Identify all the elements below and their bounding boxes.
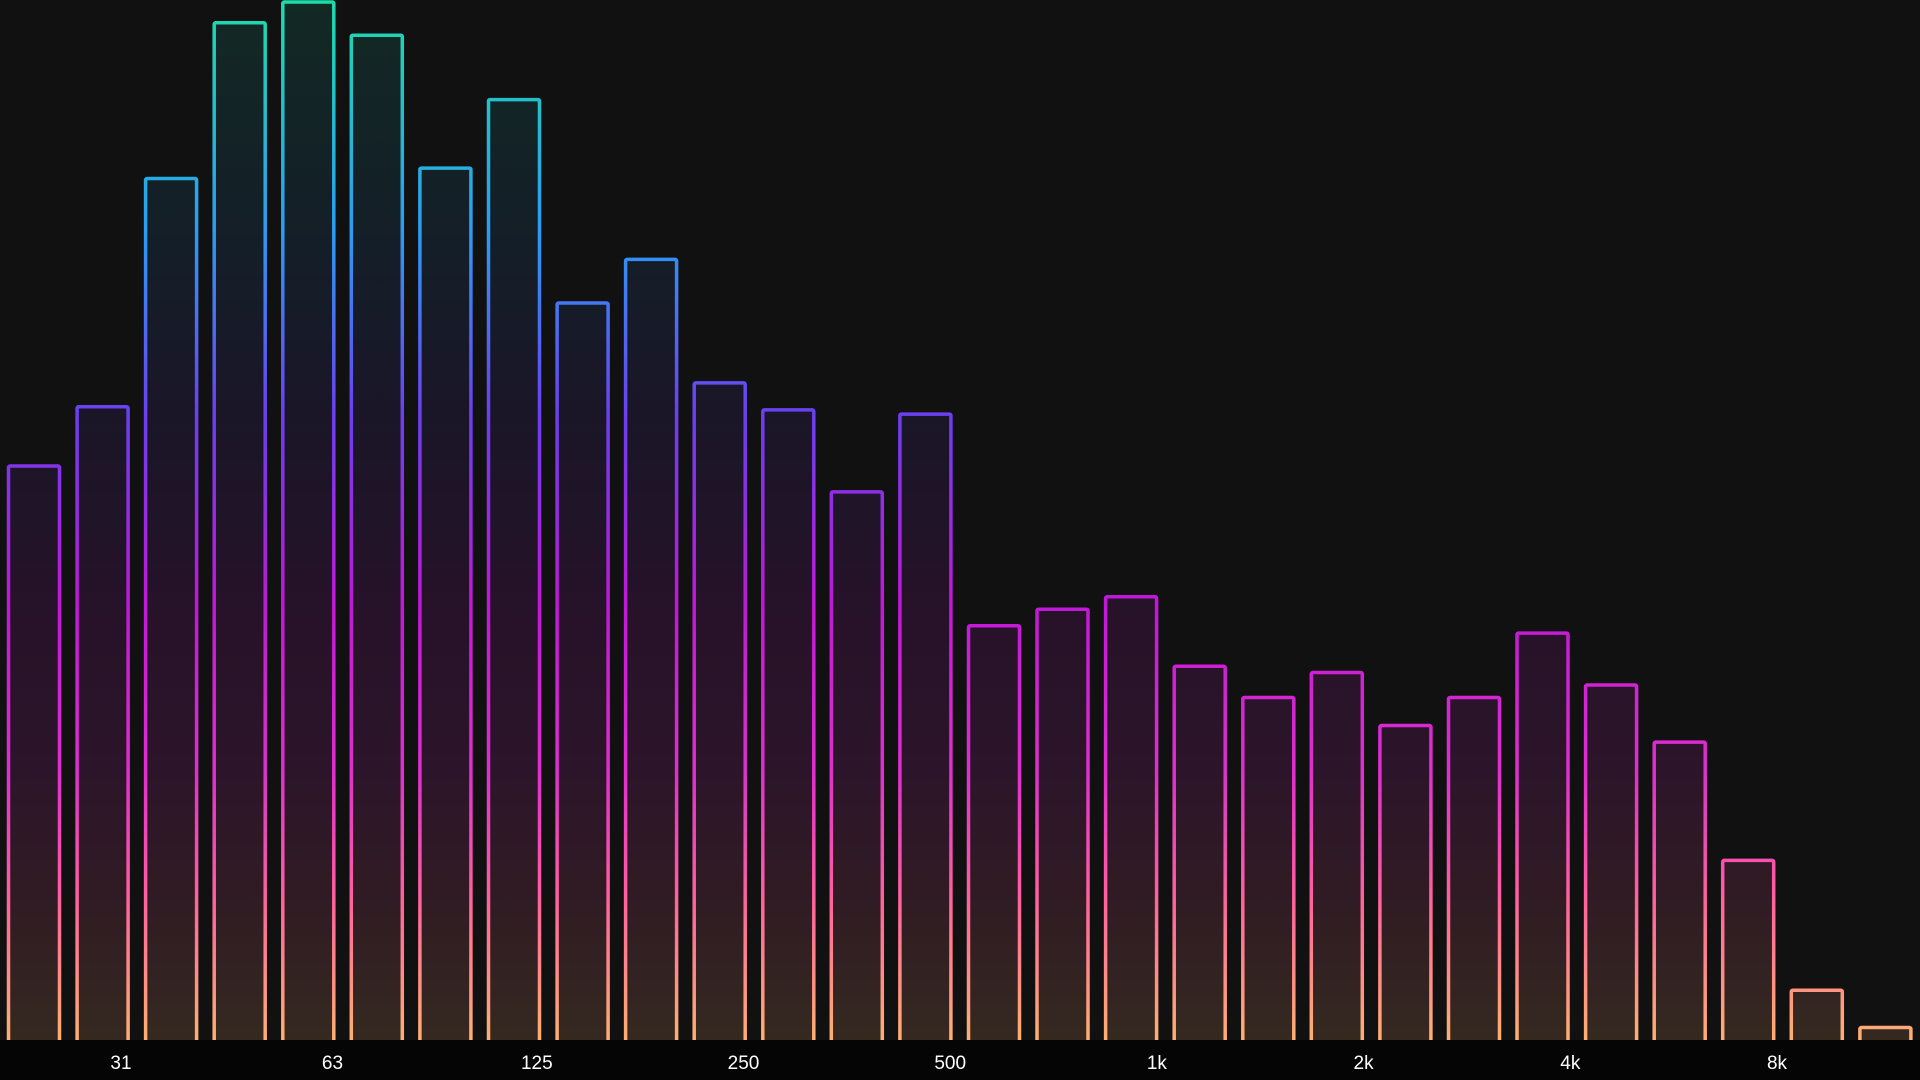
spectrum-bar (1583, 683, 1639, 1080)
spectrum-bar (75, 405, 130, 1080)
spectrum-bar (555, 301, 610, 1080)
spectrum-bar (1035, 607, 1090, 1080)
spectrum-bar (1378, 723, 1433, 1080)
spectrum-bar (6, 464, 62, 1080)
frequency-tick-label: 500 (934, 1053, 966, 1074)
spectrum-bar (143, 176, 199, 1080)
spectrum-bar (1720, 858, 1776, 1080)
frequency-tick-label: 1k (1147, 1053, 1168, 1074)
frequency-axis-bar (0, 1040, 1920, 1080)
spectrum-bar (1309, 670, 1365, 1080)
spectrum-bar (212, 21, 267, 1080)
spectrum-bar (1241, 695, 1296, 1080)
spectrum-bar (418, 166, 473, 1080)
frequency-tick-label: 4k (1560, 1053, 1581, 1074)
frequency-tick-labels: 31 63 125 250 500 1k 2k 4k 8k (110, 1053, 1787, 1074)
spectrum-bar (1515, 631, 1570, 1080)
frequency-tick-label: 8k (1767, 1053, 1788, 1074)
spectrum-bar (829, 490, 885, 1080)
spectrum-bar (692, 381, 747, 1080)
spectrum-bar (349, 33, 405, 1080)
spectrum-bar (898, 412, 953, 1080)
frequency-tick-label: 125 (521, 1053, 553, 1074)
spectrum-bar (1172, 664, 1227, 1080)
spectrum-bar (966, 624, 1022, 1080)
frequency-tick-label: 2k (1354, 1053, 1375, 1074)
spectrum-bar (281, 0, 336, 1080)
frequency-tick-label: 250 (728, 1053, 760, 1074)
spectrum-bar (1652, 740, 1707, 1080)
frequency-tick-label: 31 (110, 1053, 131, 1074)
spectrum-bar (623, 257, 679, 1080)
spectrum-bar (1103, 595, 1159, 1080)
spectrum-bar (1446, 695, 1502, 1080)
bar-group (6, 0, 1913, 1080)
spectrum-bar (486, 97, 542, 1080)
frequency-tick-label: 63 (322, 1053, 343, 1074)
spectrum-bar (761, 408, 816, 1080)
